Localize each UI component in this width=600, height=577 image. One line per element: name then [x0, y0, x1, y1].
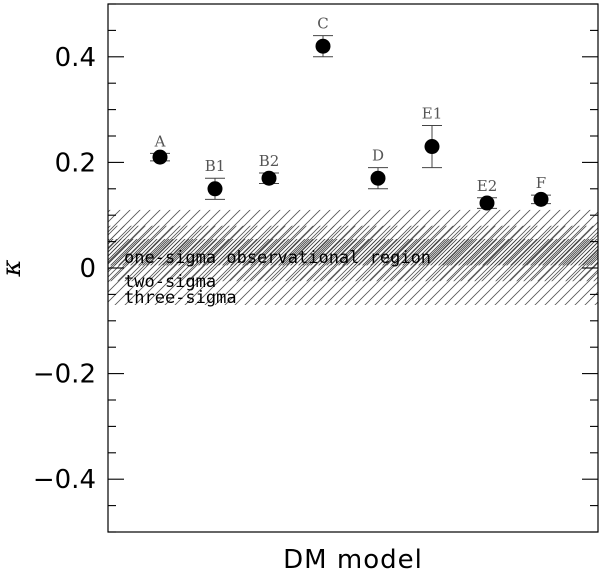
y-tick-label: 0.2 [55, 148, 96, 178]
y-axis-title: κ [0, 259, 27, 277]
point-label: D [372, 147, 384, 165]
y-tick-label: −0.4 [33, 465, 96, 495]
region-label-two-sigma: two-sigma [124, 272, 216, 292]
axes-frame: −0.4 −0.2 0 0.2 0.4 [33, 3, 599, 533]
point-label: E1 [422, 104, 443, 122]
y-tick-label: 0 [79, 254, 96, 284]
y-tick-label: 0.4 [55, 43, 96, 73]
region-label-one-sigma: one-sigma observational region [124, 248, 431, 268]
data-points: A B1 B2 C D E1 E2 F [150, 15, 551, 211]
data-point-B1 [207, 181, 223, 197]
data-point-A [152, 149, 168, 165]
data-point-F [533, 191, 549, 207]
point-label: B1 [205, 157, 226, 175]
region-label-three-sigma: three-sigma [124, 288, 237, 308]
y-tick-label: −0.2 [33, 360, 96, 390]
point-label: F [536, 174, 546, 192]
point-label: A [154, 132, 166, 150]
point-label: B2 [259, 152, 280, 170]
data-point-E1 [424, 139, 440, 155]
data-point-B2 [261, 170, 277, 186]
data-point-D [370, 170, 386, 186]
sigma-band [108, 238, 598, 266]
data-point-C [315, 38, 331, 54]
point-label: C [317, 15, 328, 33]
data-point-E2 [479, 195, 495, 211]
point-label: E2 [477, 177, 498, 195]
sigma-bands [108, 209, 598, 305]
x-axis-title: DM model [283, 545, 423, 575]
